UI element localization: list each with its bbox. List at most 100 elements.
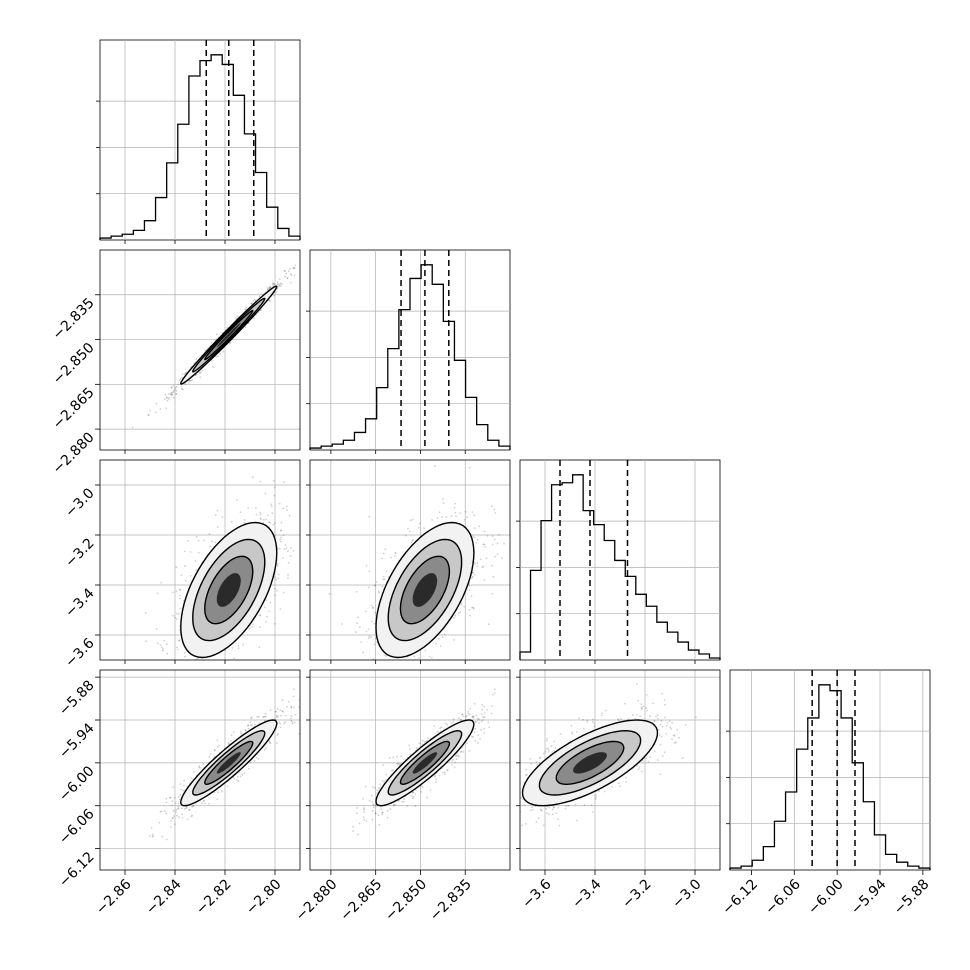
sample-point: [289, 555, 292, 557]
sample-point: [279, 538, 281, 541]
sample-point: [191, 379, 194, 382]
sample-point: [373, 804, 375, 806]
sample-point: [382, 552, 385, 555]
sample-point: [394, 709, 396, 711]
sample-point: [503, 790, 505, 792]
sample-point: [427, 687, 429, 689]
sample-point: [381, 811, 383, 814]
sample-point: [181, 696, 183, 698]
sample-point: [328, 593, 331, 595]
sample-point: [453, 506, 456, 509]
sample-point: [385, 773, 388, 776]
sample-point: [362, 816, 365, 818]
sample-point: [291, 722, 294, 725]
sample-point: [151, 833, 154, 836]
sample-point: [208, 755, 211, 758]
sample-point: [379, 783, 381, 785]
sample-point: [155, 665, 157, 667]
histogram-step: [729, 684, 931, 870]
sample-point: [177, 805, 180, 808]
sample-point: [390, 769, 393, 772]
sample-point: [356, 622, 359, 624]
sample-point: [493, 692, 496, 694]
sample-point: [462, 751, 465, 753]
sample-point: [450, 722, 452, 724]
sample-point: [287, 270, 290, 273]
sample-point: [363, 811, 365, 813]
sample-point: [460, 718, 462, 721]
sample-point: [158, 821, 161, 824]
sample-point: [156, 592, 159, 595]
sample-point: [179, 793, 182, 796]
sample-point: [173, 797, 176, 799]
sample-point: [237, 644, 240, 647]
sample-point: [216, 509, 219, 512]
sample-point: [429, 668, 431, 670]
sample-point: [372, 803, 374, 806]
sample-point: [280, 714, 282, 717]
sample-point: [438, 511, 441, 514]
sample-point: [407, 527, 409, 530]
sample-point: [485, 557, 488, 559]
sample-point: [548, 806, 551, 809]
sample-point: [392, 756, 395, 759]
sample-point: [243, 772, 246, 775]
sample-point: [170, 393, 173, 396]
sample-point: [397, 673, 399, 675]
sample-point: [186, 818, 189, 821]
sample-point: [274, 711, 277, 713]
sample-point: [195, 358, 198, 361]
sample-point: [165, 812, 168, 814]
sample-point: [575, 731, 578, 734]
sample-point: [444, 722, 447, 725]
sample-point: [276, 589, 278, 592]
sample-point: [371, 620, 373, 623]
sample-point: [182, 388, 184, 391]
sample-point: [481, 566, 484, 569]
sample-point: [177, 796, 180, 798]
sample-point: [269, 286, 271, 289]
sample-point: [537, 817, 540, 819]
sample-point: [480, 713, 483, 716]
sample-point: [166, 399, 169, 402]
sample-point: [209, 753, 212, 755]
sample-point: [277, 577, 280, 580]
sample-point: [172, 817, 175, 820]
sample-point: [287, 574, 289, 576]
sample-point: [188, 381, 190, 384]
sample-point: [468, 609, 471, 611]
sample-point: [279, 709, 282, 712]
histogram-panel-2: [306, 249, 511, 451]
sample-point: [468, 584, 470, 587]
sample-point: [374, 585, 377, 587]
sample-point: [247, 767, 250, 770]
sample-point: [491, 564, 493, 567]
sample-point: [231, 646, 234, 649]
sample-point: [415, 671, 417, 673]
sample-point: [374, 584, 376, 586]
sample-point: [239, 511, 242, 514]
sample-point: [471, 715, 474, 718]
sample-point: [423, 527, 425, 529]
sample-point: [221, 790, 223, 793]
sample-point: [252, 317, 255, 319]
sample-point: [474, 562, 477, 565]
sample-point: [491, 592, 494, 595]
sample-point: [371, 664, 373, 666]
sample-point: [635, 683, 638, 685]
sample-point: [177, 648, 179, 651]
sample-point: [259, 614, 261, 617]
sample-point: [463, 518, 466, 521]
sample-point: [236, 315, 239, 318]
sample-point: [645, 757, 648, 759]
sample-point: [236, 499, 239, 501]
sample-point: [368, 635, 371, 638]
sample-point: [274, 710, 277, 713]
sample-point: [287, 701, 290, 703]
sample-point: [357, 833, 359, 836]
sample-point: [429, 789, 432, 791]
sample-point: [222, 350, 225, 353]
histogram-panel-3: [516, 459, 721, 661]
sample-point: [535, 761, 538, 763]
sample-point: [445, 516, 448, 518]
